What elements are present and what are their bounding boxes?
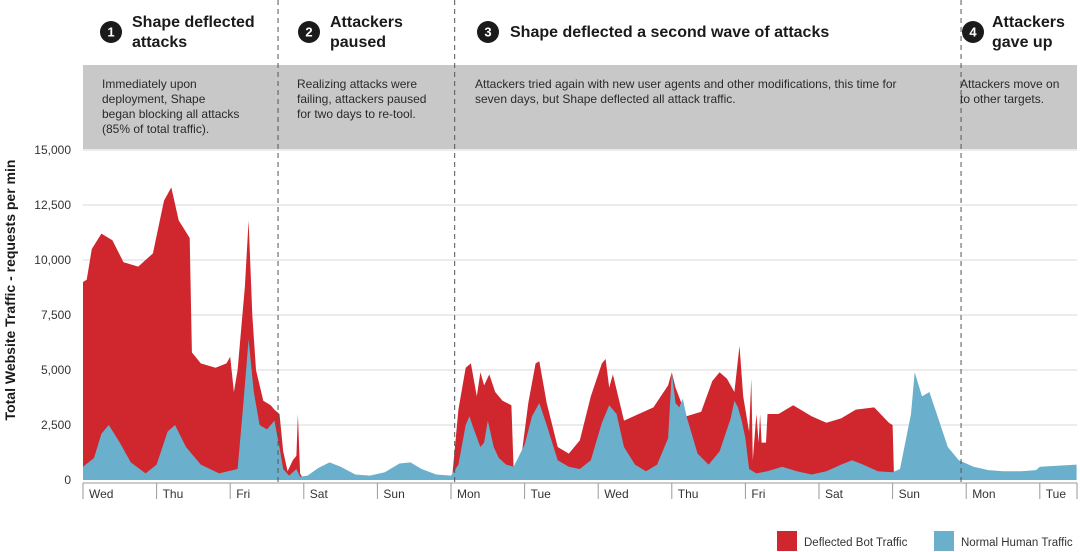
x-tick-label: Wed: [89, 487, 113, 501]
x-tick-label: Mon: [457, 487, 480, 501]
x-axis: [82, 482, 1078, 499]
area-series: [83, 187, 1077, 480]
x-tick-label: Tue: [531, 487, 552, 501]
y-tick-label: 10,000: [34, 253, 71, 267]
phase-description: Immediately upon: [102, 77, 197, 91]
phase-number: 2: [305, 25, 312, 40]
phase-description: for two days to re-tool.: [297, 107, 416, 121]
x-tick-label: Sat: [310, 487, 329, 501]
phase-badge: [298, 21, 320, 43]
phase-title: Attackers: [992, 14, 1065, 31]
y-axis-title: Total Website Traffic - requests per min: [2, 160, 18, 421]
y-tick-label: 7,500: [41, 308, 71, 322]
phase-number: 3: [484, 25, 491, 40]
phase-title: paused: [330, 34, 386, 51]
phase-description: began blocking all attacks: [102, 107, 239, 121]
y-tick-label: 12,500: [34, 198, 71, 212]
y-tick-label: 0: [64, 473, 71, 487]
phase-description: to other targets.: [960, 92, 1044, 106]
x-tick-label: Tue: [1046, 487, 1067, 501]
legend-label: Deflected Bot Traffic: [804, 537, 908, 549]
phase-description: Attackers tried again with new user agen…: [475, 77, 897, 91]
legend: Deflected Bot Traffic Normal Human Traffi…: [777, 531, 1073, 551]
description-bands: [83, 65, 1077, 149]
legend-swatch-human: [934, 531, 954, 551]
phase-title: Shape deflected a second wave of attacks: [510, 24, 829, 41]
legend-label: Normal Human Traffic: [961, 537, 1073, 549]
phase-description: Attackers move on: [960, 77, 1059, 91]
x-tick-label: Wed: [604, 487, 628, 501]
phase-description: deployment, Shape: [102, 92, 206, 106]
y-tick-label: 15,000: [34, 143, 71, 157]
x-tick-label: Thu: [163, 487, 184, 501]
phase-description: (85% of total traffic).: [102, 122, 209, 136]
phase-badge: [962, 21, 984, 43]
phase-title: gave up: [992, 34, 1053, 51]
x-tick-label: Sun: [383, 487, 404, 501]
phase-badge: [477, 21, 499, 43]
phase-title: attacks: [132, 34, 187, 51]
phase-number: 1: [107, 25, 114, 40]
x-tick-label: Fri: [236, 487, 250, 501]
x-tick-label: Sun: [899, 487, 920, 501]
x-tick-label: Mon: [972, 487, 995, 501]
description-band: [83, 65, 1077, 149]
human-traffic-area: [83, 339, 1077, 480]
legend-swatch-bot: [777, 531, 797, 551]
x-tick-label: Fri: [751, 487, 765, 501]
phase-description: failing, attackers paused: [297, 92, 426, 106]
phase-description: seven days, but Shape deflected all atta…: [475, 92, 736, 106]
y-tick-label: 5,000: [41, 363, 71, 377]
y-tick-label: 2,500: [41, 418, 71, 432]
phase-badge: [100, 21, 122, 43]
x-tick-label: Sat: [825, 487, 844, 501]
x-tick-label: Thu: [678, 487, 699, 501]
phase-title: Shape deflected: [132, 14, 255, 31]
phase-number: 4: [969, 25, 977, 40]
phase-title: Attackers: [330, 14, 403, 31]
phase-description: Realizing attacks were: [297, 77, 417, 91]
chart-text: 15,000 12,500 10,000 7,500 5,000 2,500 0 Wed Thu…: [2, 14, 1066, 501]
